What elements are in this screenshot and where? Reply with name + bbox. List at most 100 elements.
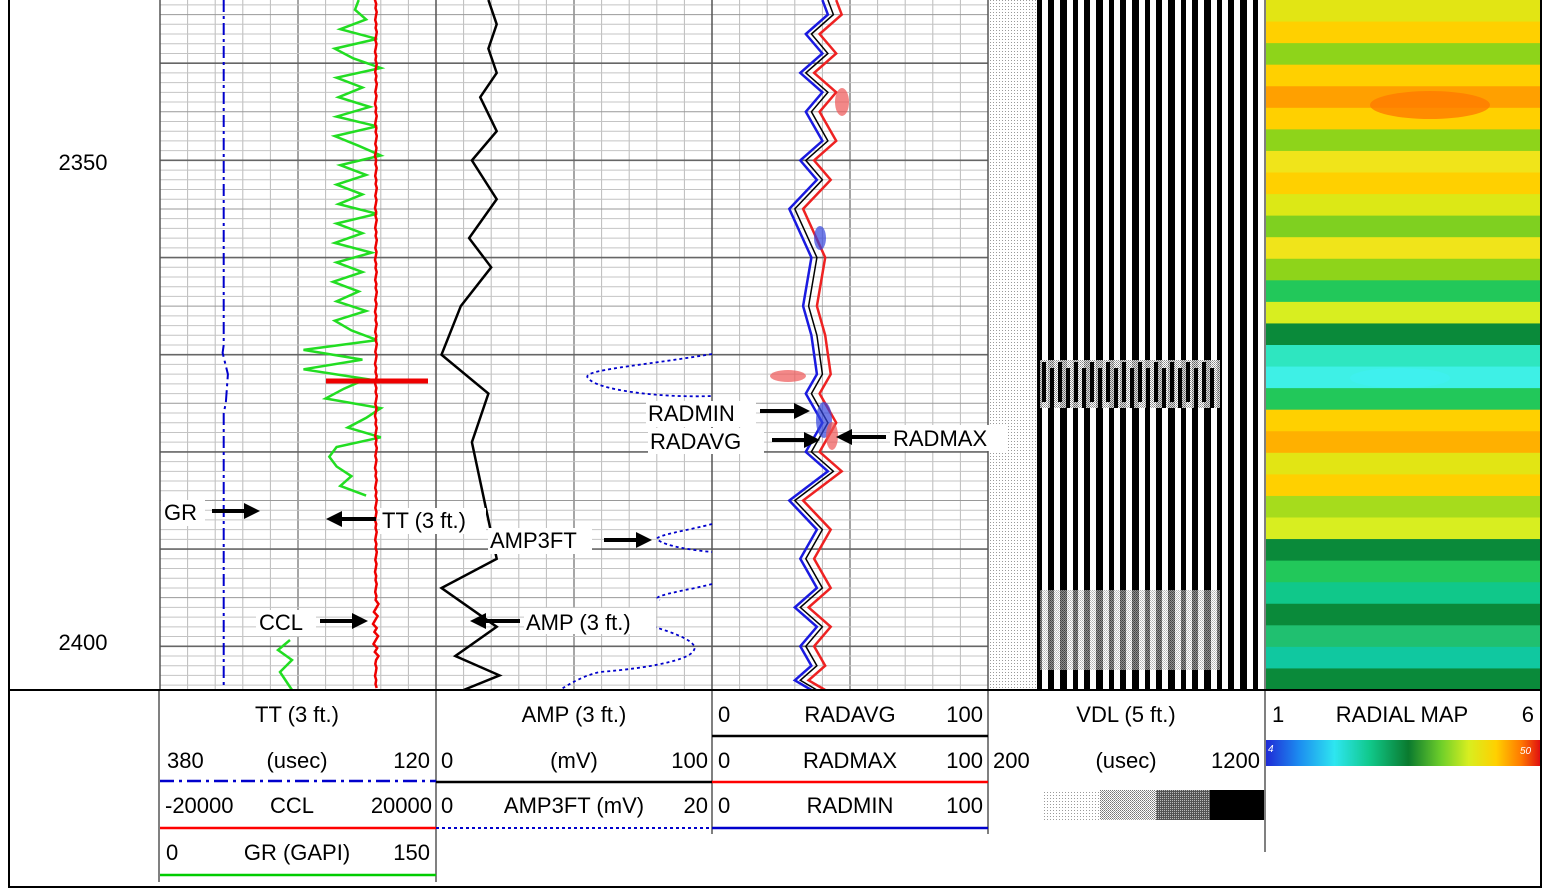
vdl-wiggle bbox=[1084, 0, 1090, 690]
vdl-wiggle bbox=[1060, 0, 1067, 690]
vdl-wiggle-distorted bbox=[1146, 368, 1150, 408]
header-radmax-name: RADMAX bbox=[803, 748, 897, 773]
vdl-wiggle-distorted bbox=[1082, 368, 1086, 408]
vdl-wiggle-distorted bbox=[1098, 368, 1102, 408]
annot-gr-label: GR bbox=[164, 500, 197, 525]
vdl-wiggle-distorted bbox=[1074, 362, 1078, 402]
gr-curve bbox=[303, 0, 386, 497]
annot-radmax-label: RADMAX bbox=[893, 426, 987, 451]
header-radial-name: RADIAL MAP bbox=[1336, 702, 1468, 727]
radial-band bbox=[1266, 474, 1540, 497]
vdl-wiggle-distorted bbox=[1162, 368, 1166, 408]
radmax-shading bbox=[835, 88, 849, 116]
header-tt-left: 380 bbox=[167, 748, 204, 773]
header-radavg-left: 0 bbox=[718, 702, 730, 727]
vdl-wiggle-distorted bbox=[1122, 362, 1126, 402]
radial-band bbox=[1266, 21, 1540, 45]
vdl-wiggle-distorted bbox=[1154, 362, 1158, 402]
amp3ft-arrow-head bbox=[636, 532, 652, 548]
radial-color-scale bbox=[1266, 740, 1540, 766]
vdl-lower-zone bbox=[1040, 590, 1220, 670]
vdl-wiggle-distorted bbox=[1138, 362, 1142, 402]
vdl-wiggle bbox=[1168, 0, 1175, 690]
vdl-wiggle-distorted bbox=[1194, 368, 1198, 408]
radmin-curve bbox=[787, 0, 830, 692]
vdl-wiggle-distorted bbox=[1114, 368, 1118, 408]
log-curves bbox=[221, 0, 849, 692]
amp3ft-curve bbox=[656, 583, 713, 601]
radmin-shading bbox=[814, 226, 826, 250]
radmax-shading bbox=[770, 370, 806, 382]
vdl-wiggle bbox=[1228, 0, 1234, 690]
radial-band bbox=[1266, 409, 1540, 433]
annot-amp-label: AMP (3 ft.) bbox=[526, 610, 631, 635]
vdl-wiggle bbox=[1181, 0, 1186, 690]
header-gr-right: 150 bbox=[393, 840, 430, 865]
vdl-wiggle-distorted bbox=[1058, 362, 1062, 402]
header-gr-left: 0 bbox=[166, 840, 178, 865]
vdl-early-arrival bbox=[989, 0, 1037, 690]
annotations: GR TT (3 ft.) AMP3FT CCL AMP (3 ft.) RAD… bbox=[161, 401, 1008, 636]
header-radmin-name: RADMIN bbox=[807, 793, 894, 818]
radial-scale-min: 4 bbox=[1268, 744, 1274, 755]
radial-band bbox=[1266, 215, 1540, 239]
vdl-wiggle bbox=[1253, 0, 1258, 690]
vdl-wiggle bbox=[1156, 0, 1162, 690]
radial-coldspot bbox=[1350, 368, 1450, 388]
header-tt-unit: (usec) bbox=[266, 748, 327, 773]
log-header: TT (3 ft.) 380 (usec) 120 -20000 CCL 200… bbox=[8, 0, 1542, 888]
vdl-wiggle bbox=[1096, 0, 1103, 690]
header-amp-right: 100 bbox=[671, 748, 708, 773]
vdl-wiggle-distorted bbox=[1178, 368, 1182, 408]
radial-band bbox=[1266, 668, 1540, 691]
annot-tt-label: TT (3 ft.) bbox=[382, 508, 466, 533]
gr-curve-bottom bbox=[275, 639, 294, 691]
vdl-wiggle-distorted bbox=[1202, 362, 1206, 402]
vdl-wiggle-distorted bbox=[1090, 362, 1094, 402]
radial-band bbox=[1266, 323, 1540, 346]
annot-amp3ft-label: AMP3FT bbox=[490, 528, 577, 553]
vdl-wiggle-distorted bbox=[1066, 368, 1070, 408]
header-amp3ft-right: 20 bbox=[684, 793, 708, 818]
header-radial-right: 6 bbox=[1522, 702, 1534, 727]
radial-band bbox=[1266, 452, 1540, 476]
radial-band bbox=[1266, 388, 1540, 411]
header-radavg-right: 100 bbox=[946, 702, 983, 727]
vdl-wiggle bbox=[1192, 0, 1198, 690]
vdl-wiggle bbox=[1240, 0, 1247, 690]
radial-band bbox=[1266, 560, 1540, 584]
radial-band bbox=[1266, 129, 1540, 152]
header-amp-left: 0 bbox=[441, 748, 453, 773]
vdl-wiggle-distorted bbox=[1042, 362, 1046, 402]
vdl-wiggle bbox=[1145, 0, 1150, 690]
radial-band bbox=[1266, 280, 1540, 303]
radmax-arrow-head bbox=[836, 429, 852, 445]
radial-map-track bbox=[1266, 0, 1540, 691]
header-radmax-right: 100 bbox=[946, 748, 983, 773]
radial-band bbox=[1266, 237, 1540, 260]
vdl-wiggle-distorted bbox=[1050, 368, 1054, 408]
header-amp3ft-left: 0 bbox=[441, 793, 453, 818]
radial-band bbox=[1266, 495, 1540, 519]
vdl-wiggle bbox=[1217, 0, 1222, 690]
radial-band bbox=[1266, 345, 1540, 368]
header-radmax-left: 0 bbox=[718, 748, 730, 773]
header-vdl-name: VDL (5 ft.) bbox=[1076, 702, 1175, 727]
amp3ft-curve bbox=[559, 621, 696, 691]
vdl-wiggle-distorted bbox=[1170, 362, 1174, 402]
header-amp3ft-name: AMP3FT (mV) bbox=[504, 793, 644, 818]
radial-band bbox=[1266, 603, 1540, 627]
header-tt-right: 120 bbox=[393, 748, 430, 773]
amp-arrow-head bbox=[470, 613, 486, 629]
header-vdl-right: 1200 bbox=[1211, 748, 1260, 773]
radial-band bbox=[1266, 194, 1540, 217]
radmax-curve bbox=[801, 0, 844, 692]
annot-ccl-label: CCL bbox=[259, 610, 303, 635]
radial-band bbox=[1266, 301, 1540, 325]
radial-band bbox=[1266, 64, 1540, 88]
vdl-wiggle bbox=[1037, 0, 1042, 690]
vdl-wiggle bbox=[1048, 0, 1054, 690]
annotation-arrows bbox=[212, 403, 886, 629]
header-ccl-name: CCL bbox=[270, 793, 314, 818]
